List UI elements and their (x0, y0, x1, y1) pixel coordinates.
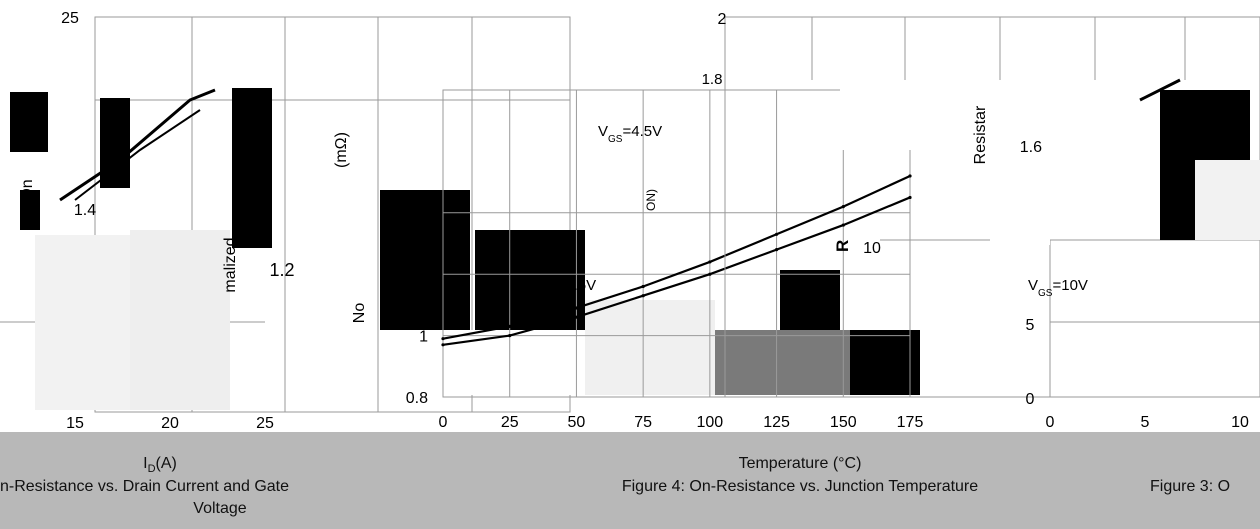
left-x-tick-label: 20 (161, 415, 179, 432)
right-plot-frame (724, 16, 1260, 398)
middle-x-tick-label: 125 (763, 414, 790, 431)
left-x-tick-label: 25 (256, 415, 274, 432)
right-y-tick-label: 1.6 (1020, 139, 1042, 156)
middle-series-point (441, 337, 445, 341)
middle-x-tick-label: 100 (697, 414, 724, 431)
left-dark-block (10, 92, 48, 152)
left-light-block (35, 235, 130, 410)
middle-series-point (574, 315, 579, 319)
right-white-block (840, 80, 990, 150)
right-y-tick-label: 0 (1026, 391, 1035, 408)
middle-series-point (641, 294, 645, 298)
left-light-block (130, 230, 230, 410)
middle-series-point (774, 232, 779, 236)
middle-series-line (442, 196, 911, 346)
middle-x-tick-label: 0 (439, 414, 448, 431)
middle-dark-block (380, 190, 470, 330)
right-white-block (990, 80, 1050, 245)
right-caption: Figure 3: O (1150, 478, 1231, 495)
right-annotation: ID=25A (1170, 133, 1217, 155)
right-x-tick-label: 5 (1141, 414, 1150, 431)
middle-series-point (508, 324, 512, 328)
middle-series-point (841, 205, 845, 209)
left-y-tick-label: 25 (61, 10, 79, 27)
right-y-tick-label: 5 (1026, 317, 1035, 334)
left-plot-frame (94, 16, 571, 413)
middle-y-tick-label: 1 (419, 329, 428, 346)
left-curve (59, 88, 216, 202)
middle-series-point (574, 306, 579, 310)
left-y-tick-label: 1.2 (269, 260, 294, 280)
middle-x-tick-label: 175 (897, 414, 924, 431)
middle-y-tick-label: 0.8 (406, 390, 428, 407)
right-ylabel-fragment: Resistar (972, 105, 989, 164)
middle-series-point (908, 195, 912, 200)
middle-x-tick-label: 75 (634, 414, 652, 431)
right-x-tick-label: 0 (1046, 414, 1055, 431)
right-annotation: VGS=10V (1028, 277, 1088, 299)
left-dark-block (20, 190, 40, 230)
middle-dark-block (850, 330, 920, 395)
left-y-tick-label: 1.4 (74, 202, 96, 219)
right-curve (1139, 78, 1181, 102)
middle-light-block (580, 300, 715, 395)
middle-annotation: VGS=4.5V (532, 277, 596, 299)
middle-series-point (908, 174, 912, 178)
middle-x-tick-label: 25 (501, 414, 519, 431)
left-curve (74, 109, 201, 201)
left-dark-block (232, 88, 272, 248)
right-annotation: VGS=10V (1170, 109, 1230, 131)
right-light-block (1195, 160, 1260, 240)
middle-caption: Figure 4: On-Resistance vs. Junction Tem… (621, 478, 979, 495)
right-y-tick-label: 2 (718, 11, 727, 28)
caption-band (0, 432, 1260, 529)
middle-series-point (708, 272, 712, 276)
left-caption-line2: Voltage (193, 500, 247, 517)
left-ylabel-fragment: On (19, 179, 36, 200)
middle-series-point (441, 343, 445, 347)
middle-ylabel-fragment: (mΩ) (333, 132, 350, 168)
right-y-tick-label: 10 (863, 240, 881, 257)
middle-series-point (774, 248, 779, 252)
middle-ylabel-fragment: ON) (644, 189, 658, 211)
middle-ylabel-fragment: No (351, 303, 368, 324)
middle-y-tick-label: 1.4 (406, 206, 428, 223)
middle-series-point (508, 334, 512, 338)
middle-annotation: VGS=4.5V (598, 123, 662, 145)
middle-y-tick-label: 1.2 (406, 267, 428, 284)
middle-series-point (641, 284, 645, 289)
middle-dark-block (475, 230, 585, 330)
left-x-tick-label: 15 (66, 415, 84, 432)
middle-series-line (442, 174, 911, 340)
left-caption: n-Resistance vs. Drain Current and Gate (0, 478, 290, 495)
right-y-tick-label: 1.8 (702, 71, 723, 88)
middle-dark-block (780, 270, 840, 330)
left-ylabel-fragment: malized (222, 237, 239, 292)
middle-x-tick-label: 50 (568, 414, 586, 431)
middle-white-block (445, 330, 585, 395)
middle-series-point (708, 260, 712, 264)
middle-x-tick-label: 150 (830, 414, 857, 431)
right-x-tick-label: 10 (1231, 414, 1249, 431)
left-dark-block (100, 98, 130, 188)
right-ylabel-R: R (833, 240, 852, 252)
middle-xlabel: Temperature (°C) (738, 455, 862, 472)
left-xlabel: ID(A) (143, 455, 177, 476)
middle-series-point (841, 223, 845, 227)
